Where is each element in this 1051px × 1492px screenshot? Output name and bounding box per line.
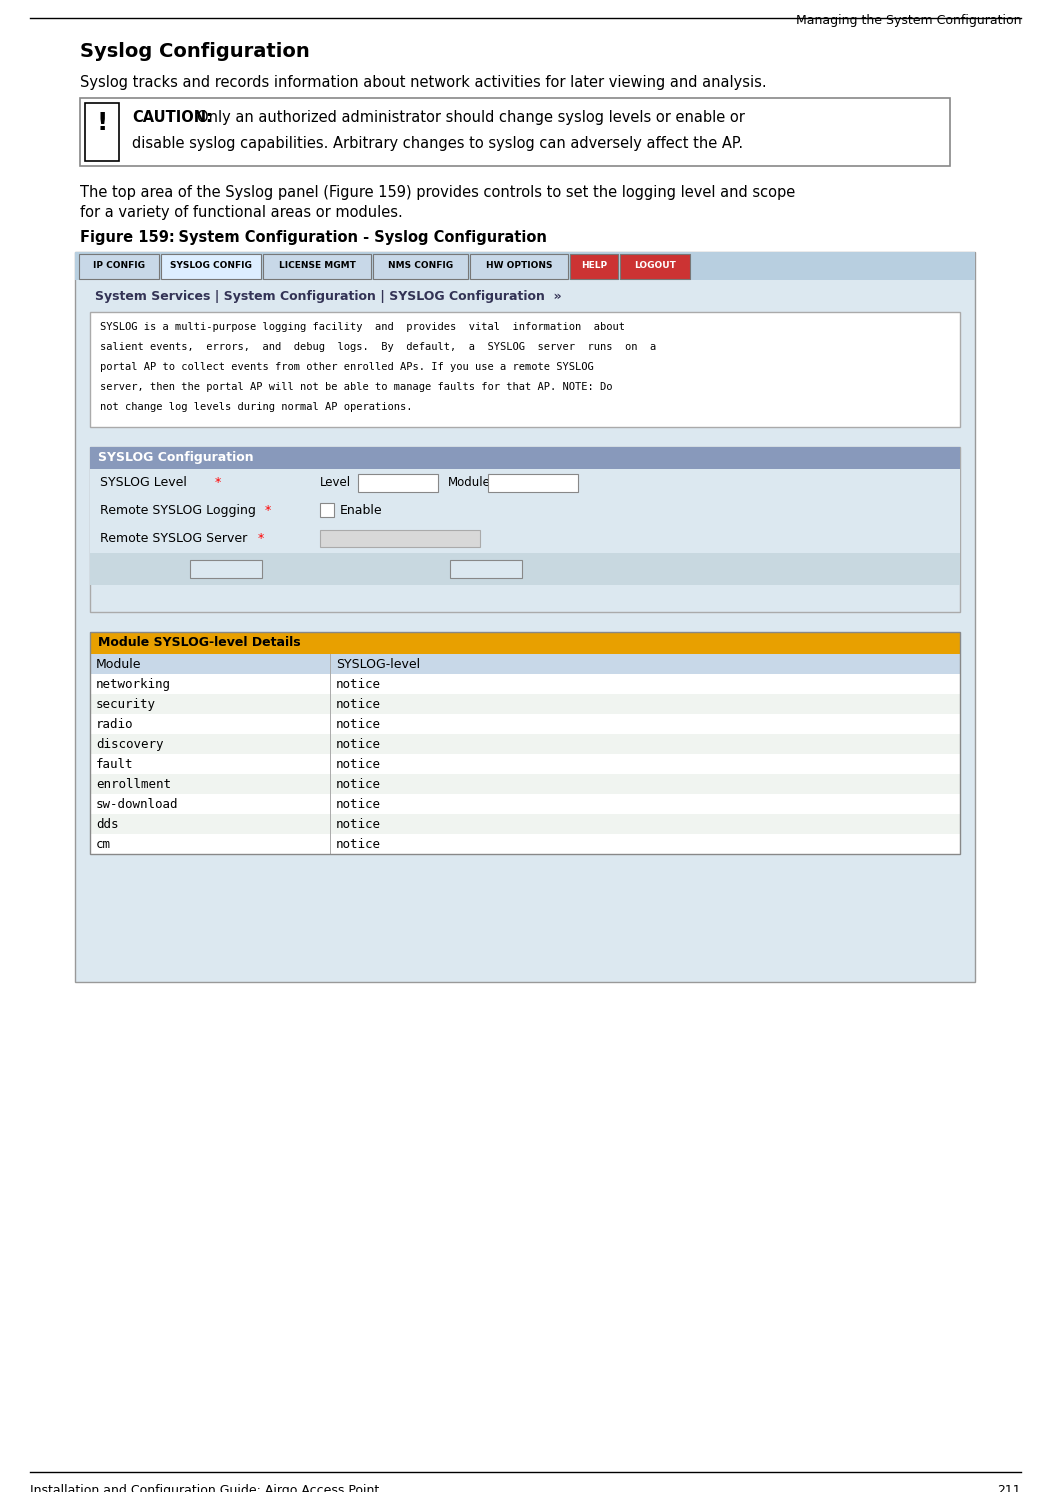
Text: SYSLOG is a multi-purpose logging facility  and  provides  vital  information  a: SYSLOG is a multi-purpose logging facili…: [100, 322, 625, 333]
Text: RESET: RESET: [468, 562, 504, 573]
Text: security: security: [96, 698, 156, 712]
Bar: [90, 694, 960, 715]
Bar: [263, 254, 371, 279]
Text: Level: Level: [320, 476, 351, 489]
Text: HELP: HELP: [581, 261, 607, 270]
Text: notice: notice: [336, 758, 382, 771]
Bar: [161, 254, 261, 279]
Bar: [90, 834, 960, 853]
Bar: [90, 448, 960, 612]
Text: *: *: [265, 504, 271, 518]
Text: System Services | System Configuration | SYSLOG Configuration  »: System Services | System Configuration |…: [95, 289, 561, 303]
Bar: [488, 474, 578, 492]
Text: cm: cm: [96, 839, 111, 850]
Bar: [75, 252, 975, 280]
Text: for a variety of functional areas or modules.: for a variety of functional areas or mod…: [80, 204, 403, 219]
Bar: [90, 633, 960, 653]
Bar: [90, 774, 960, 794]
Text: notice: notice: [336, 677, 382, 691]
Bar: [85, 103, 119, 161]
Text: sw-download: sw-download: [96, 798, 179, 812]
Text: Remote SYSLOG Logging: Remote SYSLOG Logging: [100, 504, 264, 518]
Bar: [90, 525, 960, 554]
Text: notice: notice: [336, 739, 382, 750]
Text: LICENSE MGMT: LICENSE MGMT: [279, 261, 355, 270]
Text: SYSLOG-level: SYSLOG-level: [336, 658, 420, 671]
Bar: [90, 633, 960, 853]
Text: Remote SYSLOG Server: Remote SYSLOG Server: [100, 533, 255, 545]
Bar: [90, 653, 960, 674]
Text: dds: dds: [96, 818, 119, 831]
Text: *: *: [215, 476, 222, 489]
Bar: [358, 474, 438, 492]
Text: Figure 159:: Figure 159:: [80, 230, 174, 245]
Text: Only an authorized administrator should change syslog levels or enable or: Only an authorized administrator should …: [197, 110, 745, 125]
Bar: [75, 252, 975, 982]
Bar: [90, 753, 960, 774]
Bar: [320, 503, 334, 518]
Text: notice: notice: [336, 718, 382, 731]
Text: Module: Module: [448, 476, 491, 489]
Text: radio: radio: [96, 718, 133, 731]
Text: discovery: discovery: [96, 739, 164, 750]
Text: all-modules ▾: all-modules ▾: [491, 476, 560, 486]
Bar: [470, 254, 568, 279]
Text: not change log levels during normal AP operations.: not change log levels during normal AP o…: [100, 401, 412, 412]
Bar: [90, 715, 960, 734]
Text: Module: Module: [96, 658, 142, 671]
Bar: [90, 497, 960, 525]
Bar: [190, 560, 262, 577]
Text: notice: notice: [336, 777, 382, 791]
Text: Syslog Configuration: Syslog Configuration: [80, 42, 310, 61]
Bar: [90, 734, 960, 753]
Text: IP CONFIG: IP CONFIG: [92, 261, 145, 270]
Bar: [90, 674, 960, 694]
Text: portal AP to collect events from other enrolled APs. If you use a remote SYSLOG: portal AP to collect events from other e…: [100, 363, 594, 372]
Text: *: *: [257, 533, 264, 545]
Text: notice: notice: [336, 798, 382, 812]
Text: fault: fault: [96, 758, 133, 771]
Text: SYSLOG Level: SYSLOG Level: [100, 476, 194, 489]
Bar: [620, 254, 691, 279]
Bar: [90, 815, 960, 834]
Text: SYSLOG CONFIG: SYSLOG CONFIG: [170, 261, 252, 270]
Bar: [450, 560, 522, 577]
Text: server, then the portal AP will not be able to manage faults for that AP. NOTE: : server, then the portal AP will not be a…: [100, 382, 613, 392]
Text: disable syslog capabilities. Arbitrary changes to syslog can adversely affect th: disable syslog capabilities. Arbitrary c…: [132, 136, 743, 151]
Text: !: !: [97, 110, 107, 134]
Text: Enable: Enable: [341, 504, 383, 518]
Bar: [90, 554, 960, 585]
Text: notice: notice: [336, 698, 382, 712]
Bar: [570, 254, 618, 279]
Text: emergency ▾: emergency ▾: [360, 476, 428, 486]
Bar: [90, 312, 960, 427]
Bar: [90, 448, 960, 468]
Text: 211: 211: [997, 1485, 1021, 1492]
Bar: [79, 254, 159, 279]
Text: CAUTION:: CAUTION:: [132, 110, 212, 125]
Bar: [80, 98, 950, 166]
Text: System Configuration - Syslog Configuration: System Configuration - Syslog Configurat…: [158, 230, 547, 245]
Text: APPLY: APPLY: [208, 562, 244, 573]
Text: SYSLOG Configuration: SYSLOG Configuration: [98, 451, 253, 464]
Text: salient events,  errors,  and  debug  logs.  By  default,  a  SYSLOG  server  ru: salient events, errors, and debug logs. …: [100, 342, 656, 352]
Text: LOGOUT: LOGOUT: [634, 261, 676, 270]
Bar: [373, 254, 468, 279]
Text: NMS CONFIG: NMS CONFIG: [388, 261, 453, 270]
Text: HW OPTIONS: HW OPTIONS: [486, 261, 552, 270]
Text: Managing the System Configuration: Managing the System Configuration: [796, 13, 1021, 27]
Text: Syslog tracks and records information about network activities for later viewing: Syslog tracks and records information ab…: [80, 75, 766, 90]
Text: notice: notice: [336, 839, 382, 850]
Bar: [320, 530, 480, 548]
Text: networking: networking: [96, 677, 171, 691]
Text: Module SYSLOG-level Details: Module SYSLOG-level Details: [98, 636, 301, 649]
Text: enrollment: enrollment: [96, 777, 171, 791]
Text: Installation and Configuration Guide: Airgo Access Point: Installation and Configuration Guide: Ai…: [30, 1485, 379, 1492]
Bar: [90, 794, 960, 815]
Text: notice: notice: [336, 818, 382, 831]
Bar: [90, 468, 960, 497]
Text: The top area of the Syslog panel (Figure 159) provides controls to set the loggi: The top area of the Syslog panel (Figure…: [80, 185, 796, 200]
